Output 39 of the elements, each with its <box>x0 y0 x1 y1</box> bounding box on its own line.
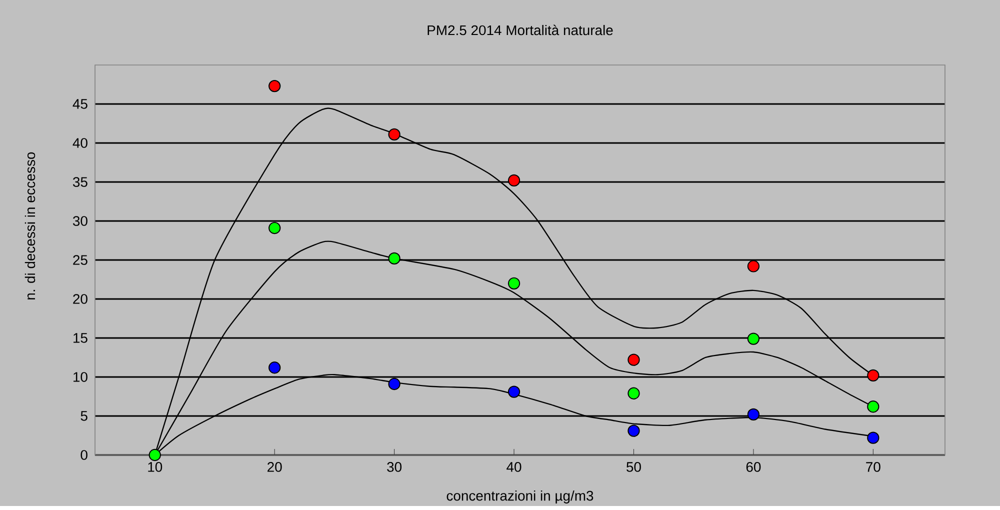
point <box>508 277 520 290</box>
x-tick-label: 50 <box>626 462 641 472</box>
point <box>508 386 520 398</box>
y-tick-label: 5 <box>80 411 88 421</box>
point <box>268 222 281 234</box>
point <box>867 369 880 382</box>
y-tick-label: 40 <box>72 138 88 148</box>
y-tick-label: 15 <box>74 333 88 343</box>
x-tick-label: 30 <box>387 462 402 472</box>
point <box>268 80 281 92</box>
y-tick-label: 30 <box>72 216 88 226</box>
point <box>747 408 760 420</box>
y-tick-label: 45 <box>72 99 88 109</box>
point <box>628 387 640 400</box>
y-tick-label: 35 <box>72 177 88 187</box>
point <box>388 128 400 140</box>
x-tick-label: 20 <box>268 462 282 472</box>
chart-title: PM2.5 2014 Mortalità naturale <box>428 24 613 36</box>
x-tick-label: 70 <box>866 462 880 472</box>
point <box>388 378 400 390</box>
x-tick-label: 40 <box>506 462 522 472</box>
point <box>747 260 760 272</box>
y-tick-label: 20 <box>73 294 88 304</box>
point <box>388 252 400 264</box>
y-tick-label: 10 <box>74 372 88 382</box>
x-tick-label: 10 <box>148 462 162 472</box>
x-axis-title: concentrazioni in µg/m3 <box>446 490 594 504</box>
point <box>867 400 880 413</box>
y-tick-label: 0 <box>80 450 88 460</box>
point <box>508 174 520 186</box>
point <box>628 354 640 366</box>
point <box>268 361 281 374</box>
point <box>148 448 161 461</box>
y-tick-label: 25 <box>73 255 88 265</box>
point <box>628 424 640 437</box>
x-tick-label: 60 <box>746 462 761 472</box>
y-axis-title: n. di decessi in eccesso <box>24 152 36 300</box>
point <box>867 432 880 444</box>
point <box>747 332 760 345</box>
